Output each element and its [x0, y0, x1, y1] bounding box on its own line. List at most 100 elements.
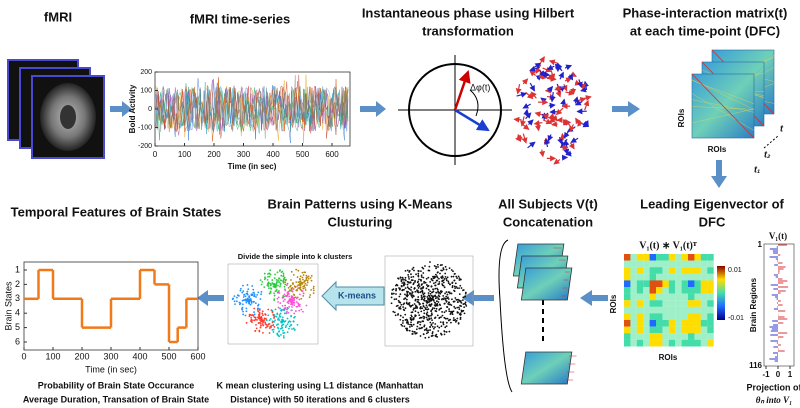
x-tick-label: 0 [776, 370, 781, 379]
matrix-cell [624, 293, 631, 301]
matrix-cell [630, 300, 637, 307]
cluster-point [236, 296, 238, 299]
cluster-point [242, 290, 245, 293]
matrix-cell [681, 280, 689, 288]
matrix-cell [656, 300, 663, 307]
scatter-point [411, 330, 414, 333]
scatter-point [451, 313, 454, 316]
matrix-cell [688, 339, 695, 347]
x-tick-label: 0 [153, 150, 158, 159]
cluster-point [262, 314, 264, 317]
cluster-point [259, 326, 262, 329]
cluster-point [286, 310, 288, 313]
cluster-point [306, 279, 309, 282]
cluster-point [305, 274, 308, 277]
scatter-point [435, 291, 437, 294]
cluster-point [279, 282, 282, 285]
matrix-cell [694, 313, 701, 321]
cluster-point [275, 289, 278, 292]
cluster-point [282, 336, 285, 339]
cluster-point [253, 311, 255, 314]
cluster-point [239, 289, 242, 292]
matrix-cell [694, 306, 701, 314]
scatter-point [448, 310, 451, 313]
cluster-point [260, 291, 263, 293]
scatter-point [444, 299, 447, 302]
phase-arrow [521, 133, 528, 144]
cluster-point [265, 326, 267, 329]
scatter-point [444, 272, 447, 275]
cluster-point [284, 288, 286, 291]
cluster-point [277, 317, 280, 320]
scatter-point [460, 301, 463, 304]
cluster-point [267, 323, 270, 326]
scatter-point [412, 283, 415, 286]
matrix-cell [700, 287, 708, 294]
matrix-cell [624, 254, 631, 261]
cluster-point [290, 300, 293, 303]
phase-arrow [551, 121, 558, 128]
cluster-point [273, 277, 276, 279]
scatter-point [403, 288, 405, 291]
scatter-point [406, 283, 409, 286]
cluster-point [293, 328, 296, 331]
x-tick-label: 100 [45, 351, 60, 361]
colorbar-tick: -0.01 [728, 315, 744, 322]
cluster-point [282, 329, 284, 332]
cluster-point [295, 281, 298, 284]
scatter-point [459, 304, 462, 307]
cluster-point [298, 298, 301, 301]
scatter-point [400, 279, 403, 281]
scatter-point [440, 316, 442, 319]
scatter-point [436, 336, 439, 338]
cluster-point [285, 295, 288, 298]
cluster-point [294, 310, 297, 312]
scatter-point [442, 279, 445, 282]
matrix-cell [707, 287, 714, 294]
cluster-point [272, 331, 275, 333]
cluster-point [304, 287, 306, 289]
cluster-point [300, 308, 303, 311]
scatter-point [403, 282, 406, 284]
caption: K mean clustering using L1 distance (Man… [216, 380, 423, 390]
scatter-point [401, 324, 404, 327]
scatter-point [408, 271, 411, 273]
scatter-point [402, 303, 405, 306]
matrix-cell [630, 326, 637, 334]
scatter-point [432, 298, 435, 301]
cluster-point [272, 324, 274, 327]
cluster-point [287, 311, 290, 314]
matrix-cell [643, 300, 650, 307]
scatter-point [421, 292, 424, 294]
phase-arrow [577, 120, 584, 127]
scatter-point [397, 299, 400, 302]
cluster-point [282, 274, 285, 277]
cluster-point [271, 328, 274, 331]
cluster-point [261, 312, 264, 315]
cluster-point [268, 327, 271, 329]
scatter-point [408, 292, 411, 295]
scatter-point [438, 298, 441, 301]
cluster-point [259, 298, 262, 300]
scatter-point [464, 295, 466, 298]
cluster-point [292, 320, 295, 323]
matrix-cell [643, 313, 650, 321]
matrix-cell [636, 333, 644, 340]
scatter-point [446, 276, 449, 279]
axis-label: ROIs [677, 108, 686, 127]
cluster-point [273, 292, 275, 295]
matrix-cell [694, 254, 701, 261]
scatter-point [390, 296, 393, 299]
scatter-point [419, 327, 422, 330]
cluster-point [296, 288, 298, 291]
cluster-point [235, 300, 238, 303]
matrix-cell [649, 326, 657, 334]
scatter-point [431, 296, 434, 299]
scatter-point [441, 284, 444, 287]
x-tick-label: 200 [207, 150, 221, 159]
cluster-point [268, 332, 271, 334]
matrix-cell [656, 273, 663, 281]
matrix-cell [649, 300, 657, 307]
cluster-point [242, 299, 245, 302]
